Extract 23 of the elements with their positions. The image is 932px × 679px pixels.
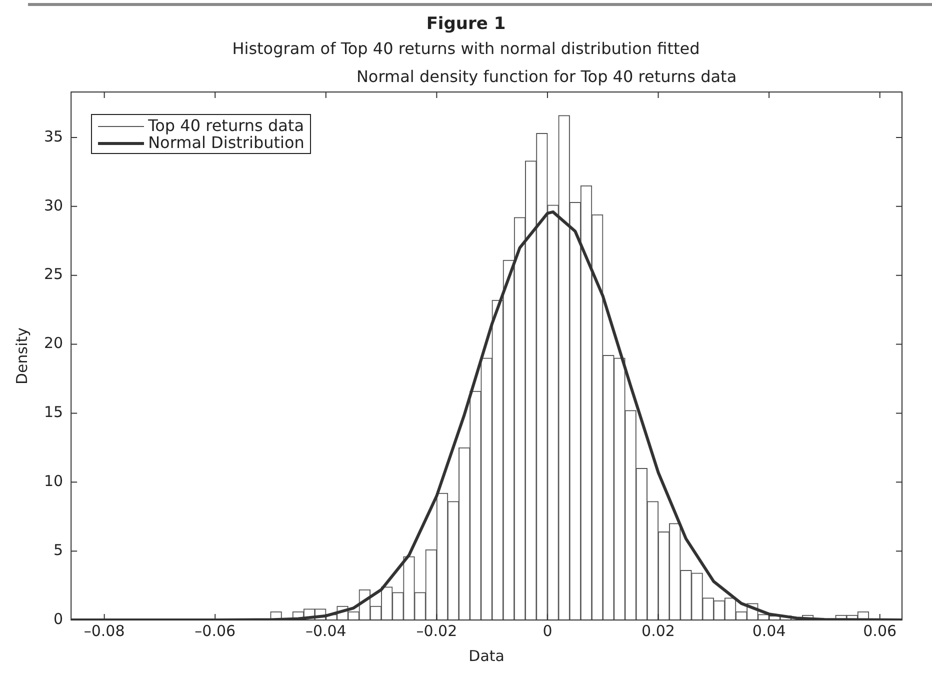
y-tick-label: 15	[44, 403, 64, 422]
x-tick-label: –0.02	[416, 622, 458, 640]
x-tick-label: 0.04	[752, 622, 786, 640]
y-axis-title: Density	[12, 327, 31, 385]
y-tick-label: 0	[54, 610, 64, 628]
y-tick-label: 35	[44, 127, 64, 146]
text: Normal density function for Top 40 returns data	[356, 67, 737, 86]
y-tick-label: 10	[44, 472, 64, 490]
x-tick-label: –0.06	[194, 622, 236, 640]
legend-label: Normal Distribution	[147, 133, 304, 152]
x-tick-label: –0.08	[84, 622, 125, 640]
chart-subtitle: Histogram of Top 40 returns with normal distribution fitted	[231, 39, 701, 58]
y-tick-label: 30	[44, 196, 64, 214]
x-tick-label: 0.06	[863, 622, 897, 640]
y-tick-label: 25	[44, 265, 64, 284]
legend-label: Top 40 returns data	[147, 116, 304, 135]
y-tick-label: 5	[54, 540, 64, 559]
y-tick-label: 20	[44, 334, 64, 352]
chart-title: Figure 1	[425, 14, 507, 34]
x-tick-label: –0.04	[305, 622, 346, 640]
x-tick-label: 0	[542, 622, 552, 640]
x-tick-label: 0.02	[642, 622, 675, 640]
x-axis-title: Data	[468, 646, 504, 665]
